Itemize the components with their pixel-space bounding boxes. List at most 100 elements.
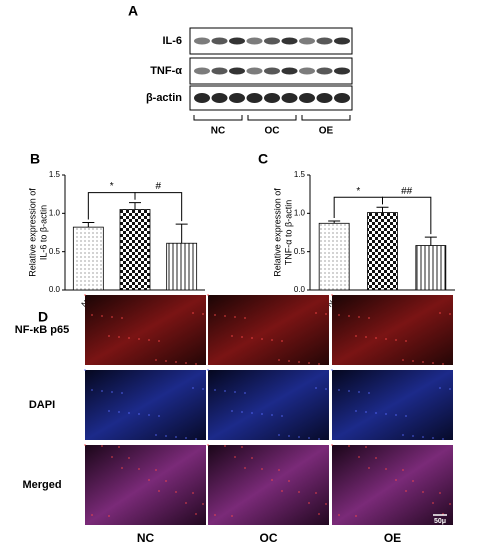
micrograph-speck	[121, 317, 123, 319]
micrograph-speck	[175, 361, 177, 363]
row-label: Merged	[22, 479, 61, 491]
group-bracket	[247, 115, 297, 121]
significance-label: *	[356, 186, 360, 197]
micrograph-speck	[395, 339, 397, 341]
y-tick-label: 1.0	[49, 208, 61, 217]
micrograph-speck	[432, 362, 434, 364]
micrograph-speck	[138, 468, 140, 470]
blot-band	[316, 67, 333, 75]
micrograph-speck	[402, 359, 404, 361]
blot-band	[246, 93, 263, 103]
micrograph-speck	[192, 312, 194, 314]
micrograph-speck	[449, 503, 451, 505]
micrograph-speck	[155, 434, 157, 436]
micrograph-speck	[101, 390, 103, 392]
y-axis-label: TNF-α to β-actin	[283, 200, 293, 265]
y-tick-label: 0.5	[49, 247, 61, 256]
micrograph-speck	[101, 315, 103, 317]
micrograph-speck	[207, 294, 209, 296]
micrograph-speck	[195, 438, 197, 440]
blot-band	[264, 37, 280, 45]
micrograph-speck	[375, 457, 377, 459]
micrograph-speck	[234, 391, 236, 393]
blot-band	[334, 93, 350, 103]
micrograph-speck	[128, 337, 130, 339]
blot-label: TNF-α	[150, 65, 182, 77]
micrograph-speck	[251, 412, 253, 414]
significance-bracket	[134, 192, 183, 222]
micrograph-speck	[318, 438, 320, 440]
micrograph-speck	[261, 468, 263, 470]
micrograph-speck	[365, 336, 367, 338]
micrograph-speck	[84, 369, 86, 371]
micrograph-speck	[278, 359, 280, 361]
micrograph-speck	[158, 340, 160, 342]
blot-band	[281, 67, 298, 75]
group-label: NC	[211, 126, 225, 137]
micrograph-speck	[338, 314, 340, 316]
blot-band	[299, 37, 315, 45]
micrograph-speck	[261, 338, 263, 340]
micrograph-speck	[231, 335, 233, 337]
micrograph-speck	[231, 410, 233, 412]
micrograph-speck	[224, 390, 226, 392]
micrograph-speck	[449, 313, 451, 315]
micrograph-speck	[331, 444, 333, 446]
micrograph	[208, 445, 329, 525]
micrograph-speck	[338, 389, 340, 391]
blot-band	[281, 93, 298, 103]
micrograph-speck	[358, 456, 360, 458]
bar	[415, 245, 447, 291]
significance-label: *	[110, 181, 114, 192]
micrograph-speck	[278, 469, 280, 471]
micrograph	[332, 295, 453, 365]
blot-band	[229, 93, 245, 103]
y-tick-label: 0.5	[294, 247, 306, 256]
micrograph-speck	[185, 437, 187, 439]
micrograph	[332, 445, 453, 525]
micrograph-speck	[358, 316, 360, 318]
blot-band	[281, 37, 298, 45]
micrograph-speck	[375, 337, 377, 339]
micrograph-speck	[158, 490, 160, 492]
micrograph-speck	[358, 391, 360, 393]
micrograph-speck	[185, 502, 187, 504]
micrograph-speck	[308, 502, 310, 504]
micrograph	[85, 295, 206, 365]
blot-band	[316, 37, 333, 45]
micrograph-speck	[395, 479, 397, 481]
micrograph-speck	[432, 437, 434, 439]
y-tick-label: 1.5	[294, 170, 306, 179]
micrograph-speck	[442, 363, 444, 365]
micrograph-speck	[192, 387, 194, 389]
micrograph-speck	[111, 456, 113, 458]
micrograph-speck	[118, 336, 120, 338]
micrograph-speck	[325, 388, 327, 390]
micrograph-speck	[165, 360, 167, 362]
micrograph-speck	[261, 413, 263, 415]
blot-band	[264, 93, 280, 103]
error-bar	[328, 220, 341, 224]
column-label: NC	[137, 531, 155, 545]
micrograph-speck	[281, 340, 283, 342]
y-axis-label: Relative expression of	[27, 188, 37, 277]
micrograph-speck	[128, 457, 130, 459]
blot-band	[246, 67, 263, 75]
micrograph-speck	[214, 389, 216, 391]
micrograph-speck	[402, 469, 404, 471]
error-bar	[175, 223, 188, 244]
bar	[72, 226, 104, 291]
y-tick-label: 1.0	[294, 208, 306, 217]
micrograph-speck	[318, 363, 320, 365]
micrograph-speck	[185, 362, 187, 364]
blot-band	[229, 67, 245, 75]
micrograph-speck	[281, 490, 283, 492]
y-axis-label: Relative expression of	[272, 188, 282, 277]
error-bar	[129, 202, 141, 210]
micrograph-speck	[158, 415, 160, 417]
micrograph-speck	[348, 315, 350, 317]
micrograph-speck	[368, 392, 370, 394]
blot-band	[264, 67, 280, 75]
micrograph-speck	[412, 360, 414, 362]
panel-label: D	[38, 309, 48, 325]
